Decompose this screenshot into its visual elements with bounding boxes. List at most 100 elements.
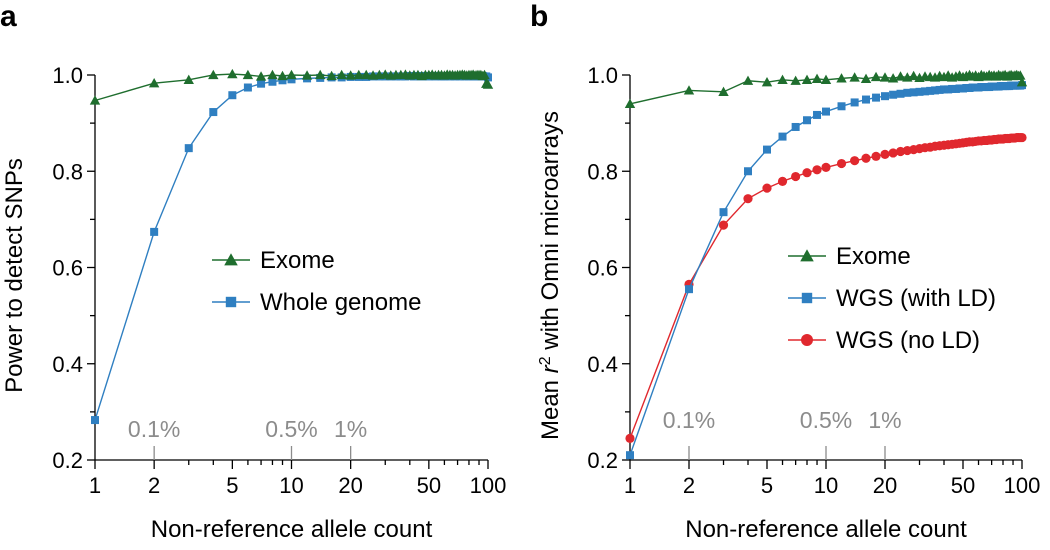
panel-a-chart: 0.2 0.4 0.6 0.8 1.0 1 2 5 10 20 50 100 0.1% 0.5% 1% Non… xyxy=(1,63,506,543)
panel-b-series-0-point xyxy=(836,73,847,83)
panel-a-series-0-point xyxy=(361,69,372,80)
panel-a-series-0-point xyxy=(227,68,238,79)
panel-a-series-0-point xyxy=(301,70,313,80)
panel-b-series-0-point xyxy=(879,72,891,82)
panel-b-series-1-point xyxy=(889,90,898,99)
panel-b-series-1-point xyxy=(837,102,846,111)
panel-a-series-0 xyxy=(89,68,494,105)
panel-a-series-0-point xyxy=(208,69,219,80)
panel-a-series-0-point xyxy=(255,71,267,81)
panel-a-series-0-point xyxy=(315,69,326,80)
panel-b-legend-marker-1 xyxy=(801,292,813,304)
panel-b-y-axis-title: Mean r2 with Omni microarrays xyxy=(537,111,565,440)
panel-b-series-2-point xyxy=(880,149,890,160)
panel-b-series-1-point xyxy=(940,85,949,94)
panel-a-legend-label-1: Whole genome xyxy=(260,289,421,316)
panel-b-series-1-point xyxy=(685,285,694,294)
panel-a-x-axis-title: Non-reference allele count xyxy=(151,516,433,543)
panel-a-series-1-point xyxy=(209,108,218,117)
panel-b-series-2-point xyxy=(777,176,788,186)
panel-b-series-0-point xyxy=(801,74,813,84)
panel-b-series-0-point xyxy=(908,70,919,81)
panel-a-series-1-point xyxy=(287,75,296,84)
panel-a-legend-marker-1 xyxy=(225,296,237,308)
panel-b-series-2-point xyxy=(802,168,812,178)
panel-b-series-1-point xyxy=(903,88,912,97)
panel-b-series-1-point xyxy=(896,89,905,98)
panel-b-series-1-point xyxy=(915,87,924,96)
panel-b-series-0-point xyxy=(860,73,872,84)
panel-b-series-0-point xyxy=(624,98,636,109)
panel-a-series-0-point xyxy=(345,70,356,80)
panel-a-x-tick-label: 20 xyxy=(338,473,362,498)
panel-b-series-0-point xyxy=(683,85,695,95)
panel-b-series-1-point xyxy=(926,86,935,95)
panel-b-series-0-point xyxy=(820,74,832,84)
panel-a-y-tick-label: 0.6 xyxy=(52,256,83,281)
panel-a-x-tick-label: 2 xyxy=(148,473,160,498)
panel-b-series-1-point xyxy=(921,87,930,96)
panel-b-x-tick-label: 20 xyxy=(873,473,897,498)
panel-a-series-0-point xyxy=(286,69,297,80)
panel-b-series-1-point xyxy=(791,122,800,131)
panel-a-series-1-point xyxy=(243,83,252,92)
panel-a-x-tick-label: 5 xyxy=(226,473,238,498)
panel-a-series-0-point xyxy=(479,69,490,80)
panel-a-series-0-point xyxy=(242,69,254,80)
panel-b-series-0-point xyxy=(849,72,860,82)
panel-b-freq-label: 1% xyxy=(868,407,901,433)
panel-b-x-tick-label: 10 xyxy=(814,473,838,498)
panel-a-y-tick-label: 0.2 xyxy=(52,448,83,473)
panel-a-series-0-point xyxy=(148,77,160,88)
panel-b-series-2-point xyxy=(1017,132,1027,143)
panel-b-x-tick-label: 50 xyxy=(951,473,975,498)
panel-a-series-0-point xyxy=(326,70,337,81)
panel-letter-b: b xyxy=(530,0,548,33)
panel-b-legend-label-2: WGS (no LD) xyxy=(836,327,980,354)
panel-b-series-1-point xyxy=(778,132,787,141)
panel-b-series-2-point xyxy=(791,171,801,182)
panel-b-legend-label-0: Exome xyxy=(836,243,911,270)
panel-b-series-1-point xyxy=(872,93,881,102)
panel-b-series-2-point xyxy=(888,148,898,158)
panel-b-series-2-point xyxy=(895,146,906,157)
panel-b-series-1-point xyxy=(931,86,940,95)
panel-b-x-tick-label: 1 xyxy=(624,473,636,498)
panel-b-series-0-point xyxy=(718,86,729,97)
panel-b-series-1-point xyxy=(862,95,871,104)
panel-b-series-0-point xyxy=(790,75,801,85)
panel-a-series-1-point xyxy=(257,79,266,88)
panel-b-x-axis-title: Non-reference allele count xyxy=(685,516,967,543)
panel-b-series-0-point xyxy=(1016,77,1028,87)
panel-b-series-2 xyxy=(625,132,1027,443)
panel-b-series-1-point xyxy=(719,208,728,217)
panel-b-series-2-point xyxy=(718,220,729,230)
panel-b-series-1-point xyxy=(935,85,944,94)
panel-b-freq-label: 0.1% xyxy=(663,407,715,433)
panel-b-series-0-point xyxy=(1015,70,1026,80)
panel-a-x-tick-label: 100 xyxy=(470,473,507,498)
panel-a-y-tick-label: 0.8 xyxy=(52,159,83,184)
panel-b-series-0-point xyxy=(777,74,788,84)
panel-b-series-2-point xyxy=(836,158,847,169)
panel-b-series-0-point xyxy=(811,73,823,84)
panel-a-series-0-point xyxy=(277,70,288,81)
panel-a-series-0-point xyxy=(183,74,194,84)
panel-b-series-0-point xyxy=(895,71,906,81)
panel-b-series-2-point xyxy=(812,165,822,175)
panel-b-series-0-point xyxy=(870,71,882,82)
panel-a-series-0-point xyxy=(482,79,494,89)
panel-b-x-tick-label: 5 xyxy=(761,473,773,498)
panel-b-series-2-point xyxy=(861,153,871,163)
panel-b-freq-label: 0.5% xyxy=(800,407,852,433)
panel-a-series-0-point xyxy=(267,69,278,80)
panel-b-series-2-point xyxy=(743,194,753,204)
panel-b-chart: 0.2 0.4 0.6 0.8 1.0 1 2 5 10 20 50 100 0.1% 0.5% 1% Non… xyxy=(537,63,1041,543)
panel-a-legend-label-0: Exome xyxy=(260,247,335,274)
panel-b-y-tick-label: 0.6 xyxy=(587,256,618,281)
panel-b-x-tick-label: 2 xyxy=(683,473,695,498)
panel-b-y-tick-label: 0.8 xyxy=(587,159,618,184)
panel-b-y-tick-label: 0.2 xyxy=(587,448,618,473)
